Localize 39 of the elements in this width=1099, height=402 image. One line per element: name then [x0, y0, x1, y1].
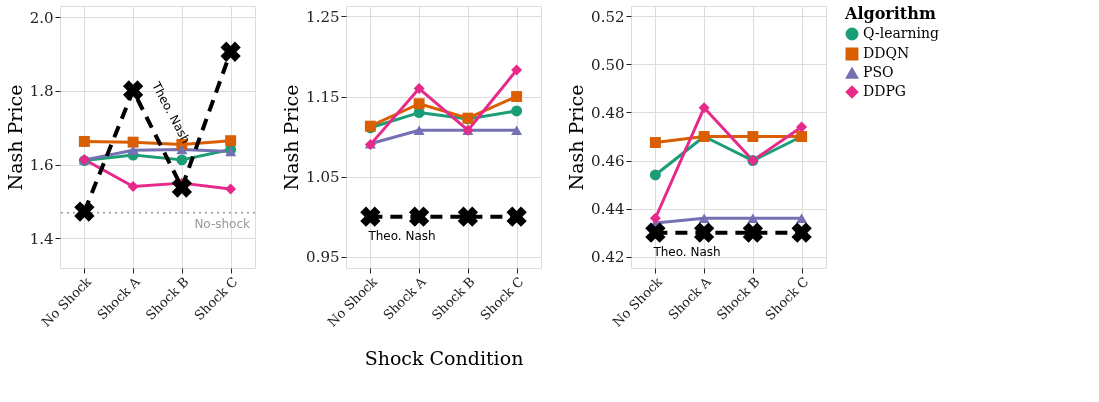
- legend-label: DDQN: [863, 45, 910, 61]
- point: [693, 222, 715, 243]
- point: [220, 41, 241, 62]
- y-tick-label: 1.25: [306, 7, 340, 26]
- point: [645, 222, 666, 243]
- series-label: Theo. Nash: [652, 244, 721, 259]
- point: [457, 206, 479, 227]
- ref-line-label: No-shock: [194, 216, 251, 231]
- y-tick-label: 1.6: [29, 156, 54, 175]
- y-tick-label: 0.42: [591, 248, 625, 267]
- point: [122, 80, 144, 101]
- y-axis-title: Nash Price: [565, 84, 588, 191]
- y-axis-title: Nash Price: [280, 84, 303, 191]
- point: [506, 206, 527, 227]
- y-tick-label: 0.50: [591, 55, 625, 74]
- y-tick-label: 0.44: [591, 200, 625, 219]
- point: [74, 201, 95, 222]
- x-axis-title: Shock Condition: [364, 346, 524, 369]
- y-tick-label: 0.46: [591, 152, 625, 171]
- legend-label: DDPG: [863, 83, 907, 99]
- y-tick-label: 1.15: [306, 88, 340, 107]
- y-tick-label: 0.52: [591, 7, 625, 26]
- text: Theo. Nash: [148, 79, 194, 146]
- y-tick-label: 1.8: [29, 82, 54, 101]
- legend-label: PSO: [863, 64, 894, 80]
- y-tick-label: 1.05: [306, 168, 340, 187]
- y-tick-label: 1.4: [29, 229, 54, 248]
- point: [742, 222, 764, 243]
- legend-label: Q-learning: [863, 25, 940, 41]
- series-label: Theo. Nash: [367, 228, 436, 243]
- y-axis-title: Nash Price: [3, 84, 26, 191]
- y-tick-label: 0.48: [591, 103, 625, 122]
- y-tick-label: 2.0: [29, 8, 54, 27]
- point: [408, 206, 430, 227]
- point: [171, 177, 193, 198]
- point: [791, 222, 812, 243]
- y-tick-label: 0.95: [306, 248, 340, 267]
- point: [360, 206, 381, 227]
- legend-title: Algorithm: [844, 4, 936, 23]
